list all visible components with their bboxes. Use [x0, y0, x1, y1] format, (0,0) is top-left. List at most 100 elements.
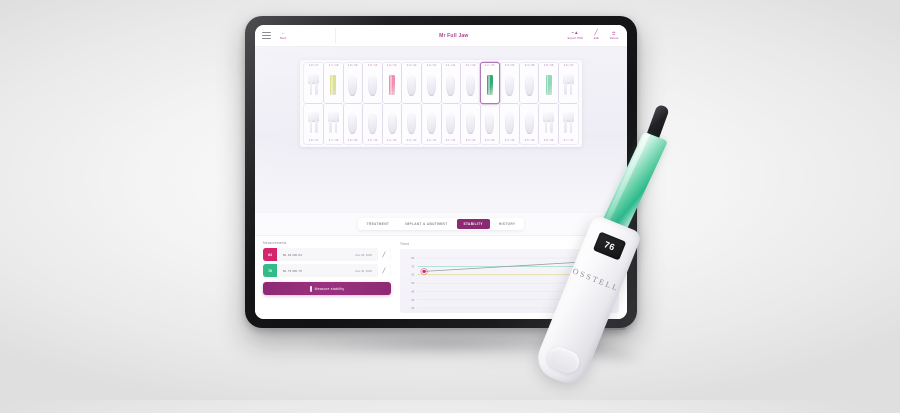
tooth-cell-upper-6[interactable]: 1.2 / 11	[421, 63, 441, 103]
molar-graphic	[327, 112, 339, 134]
tooth-graphic	[524, 112, 534, 134]
molar-graphic	[543, 112, 555, 134]
measurement-date: Dec 30, 2020	[355, 268, 372, 273]
measurement-row[interactable]: 76 BL 75 MD 76 Dec 30, 2020 ╱	[263, 264, 391, 277]
device-display: 76	[592, 231, 627, 261]
tooth-cell-lower-0[interactable]: 4.8 / 47	[304, 104, 323, 144]
header-actions: ⎯▲ Export PDF ╱ Edit ⎒ Delete	[567, 30, 627, 41]
tooth-number: 1.1 / 21	[445, 63, 456, 68]
tooth-cell-upper-8[interactable]: 2.1 / 22	[461, 63, 480, 103]
tooth-shape	[500, 106, 519, 140]
tooth-cell-upper-3[interactable]: 1.5 / 14	[363, 63, 382, 103]
tooth-number: 4.8 / 47	[308, 138, 319, 143]
measure-stability-button[interactable]: Measure stability	[263, 282, 391, 295]
pencil-icon[interactable]: ╱	[378, 248, 390, 261]
tooth-shape	[363, 68, 382, 104]
tooth-cell-lower-3[interactable]: 4.5 / 44	[363, 104, 382, 144]
edit-button[interactable]: ╱ Edit	[593, 30, 599, 41]
scene: ← Back Mr Full Jaw ⎯▲ Export PDF ╱ Edit	[0, 0, 900, 400]
tooth-cell-lower-8[interactable]: 3.2 / 32	[461, 104, 480, 144]
tooth-cell-upper-12[interactable]: 2.5 / 26	[539, 63, 559, 104]
tooth-cell-upper-4[interactable]: 1.4 / 13	[382, 63, 402, 104]
molar-graphic	[562, 74, 574, 96]
tooth-shape	[324, 68, 343, 104]
tooth-shape	[344, 106, 363, 140]
tooth-graphic	[485, 112, 495, 134]
tooth-cell-upper-13[interactable]: 2.6 / 27	[559, 63, 578, 103]
tooth-shape	[304, 106, 323, 140]
tablet-device: ← Back Mr Full Jaw ⎯▲ Export PDF ╱ Edit	[245, 16, 637, 328]
svg-text:20: 20	[411, 307, 415, 310]
tooth-graphic	[387, 112, 397, 134]
tooth-cell-upper-11[interactable]: 2.4 / 25	[519, 63, 539, 103]
molar-graphic	[308, 74, 320, 96]
tooth-number: 1.3 / 12	[406, 63, 417, 68]
tooth-shape	[461, 68, 480, 104]
tooth-shape	[559, 106, 578, 140]
tooth-cell-lower-2[interactable]: 4.6 / 45	[343, 104, 363, 144]
measurement-date: Nov 28, 2020	[355, 252, 372, 257]
tooth-cell-lower-12[interactable]: 3.6 / 36	[539, 104, 559, 144]
tooth-cell-upper-5[interactable]: 1.3 / 12	[402, 63, 421, 103]
tab-implant-abutment[interactable]: IMPLANT & ABUTMENT	[405, 222, 448, 226]
tooth-cell-upper-2[interactable]: 1.6 / 15	[343, 63, 363, 104]
tooth-shape	[402, 106, 421, 140]
tooth-number: 3.4 / 34	[504, 138, 515, 143]
tooth-cell-lower-11[interactable]: 3.5 / 35	[519, 104, 539, 144]
isq-badge: 64	[263, 248, 277, 261]
tooth-number: 2.6 / 27	[563, 63, 574, 68]
measure-stability-label: Measure stability	[314, 286, 345, 291]
tooth-shape	[344, 68, 363, 104]
tooth-cell-upper-1[interactable]: 1.7 / 16	[323, 63, 343, 104]
tooth-number: 2.2 / 23	[485, 63, 495, 68]
hamburger-menu-icon[interactable]	[262, 32, 271, 39]
tab-history[interactable]: HISTORY	[498, 222, 516, 226]
tooth-cell-lower-7[interactable]: 3.1 / 31	[441, 104, 461, 144]
header-divider	[335, 28, 336, 43]
tooth-board: 1.8 / 17 1.7 / 16 1.6 / 15 1.5 / 14 1.4 / 13…	[300, 60, 582, 147]
tooth-shape	[539, 106, 558, 140]
tooth-graphic	[465, 112, 475, 134]
tooth-cell-lower-5[interactable]: 4.3 / 42	[402, 104, 421, 144]
back-button[interactable]: ← Back	[279, 31, 287, 41]
export-pdf-button[interactable]: ⎯▲ Export PDF	[567, 31, 582, 40]
tooth-graphic	[505, 112, 515, 134]
trend-title: Trend	[400, 241, 410, 246]
tooth-cell-upper-9[interactable]: 2.2 / 23	[480, 63, 500, 103]
molar-graphic	[562, 112, 574, 134]
tooth-cell-lower-10[interactable]: 3.4 / 34	[500, 104, 519, 144]
tooth-cell-lower-13[interactable]: 3.7 / 37	[559, 104, 578, 144]
tooth-cell-lower-6[interactable]: 4.2 / 41	[421, 104, 441, 144]
tooth-row-lower: 4.8 / 47 4.7 / 46 4.6 / 45 4.5 / 44 4.4 / 43…	[302, 104, 580, 144]
tooth-graphic	[407, 112, 417, 134]
tooth-shape	[383, 68, 402, 104]
measurement-values: BL 75 MD 76	[283, 268, 303, 273]
tooth-number: 4.7 / 46	[328, 138, 339, 143]
tooth-number: 3.5 / 35	[524, 138, 535, 143]
tooth-number: 2.5 / 26	[543, 63, 554, 68]
tooth-graphic	[524, 74, 534, 96]
tooth-cell-upper-10[interactable]: 2.3 / 24	[500, 63, 519, 103]
implant-graphic	[545, 75, 552, 96]
tooth-row-upper: 1.8 / 17 1.7 / 16 1.6 / 15 1.5 / 14 1.4 / 13…	[302, 63, 580, 103]
tooth-chart-area: 1.8 / 17 1.7 / 16 1.6 / 15 1.5 / 14 1.4 / 13…	[255, 47, 627, 213]
tab-treatment[interactable]: TREATMENT	[366, 222, 390, 226]
tooth-cell-lower-4[interactable]: 4.4 / 43	[382, 104, 402, 144]
device-isq-value: 76	[602, 239, 617, 253]
edit-label: Edit	[593, 37, 599, 41]
measurement-list: 64 BL 64 MD 64 Nov 28, 2020 ╱ 76 BL 75 MD 76 D…	[263, 248, 391, 280]
tooth-cell-lower-9[interactable]: 3.3 / 33	[480, 104, 500, 144]
delete-button[interactable]: ⎒ Delete	[609, 31, 618, 40]
tooth-cell-upper-0[interactable]: 1.8 / 17	[304, 63, 323, 103]
tooth-shape	[539, 68, 558, 104]
pencil-icon[interactable]: ╱	[378, 264, 390, 277]
tablet-screen: ← Back Mr Full Jaw ⎯▲ Export PDF ╱ Edit	[255, 25, 627, 319]
tooth-number: 1.4 / 13	[387, 63, 397, 68]
measurement-row[interactable]: 64 BL 64 MD 64 Nov 28, 2020 ╱	[263, 248, 391, 261]
svg-text:30: 30	[411, 299, 415, 302]
tooth-cell-upper-7[interactable]: 1.1 / 21	[441, 63, 461, 103]
tab-stability[interactable]: STABILITY	[456, 219, 490, 229]
back-label: Back	[279, 36, 287, 41]
header-left-group: ← Back	[255, 31, 340, 40]
tooth-cell-lower-1[interactable]: 4.7 / 46	[323, 104, 343, 144]
